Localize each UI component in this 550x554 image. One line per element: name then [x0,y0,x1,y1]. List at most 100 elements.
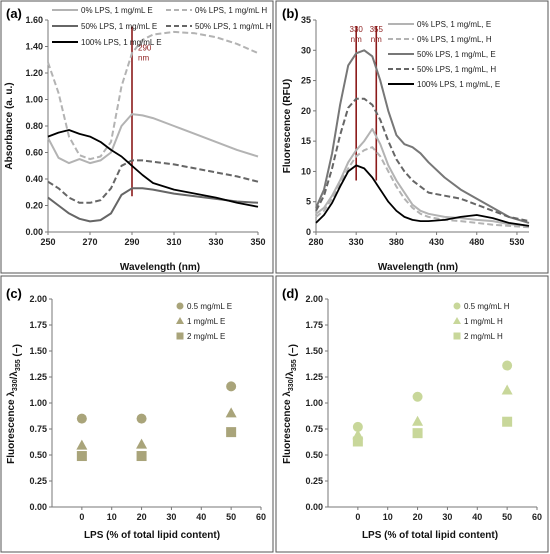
data-point-circle [136,413,147,424]
y-tick-label: 0.80 [25,121,43,131]
y-tick-label: 0.50 [29,450,47,460]
series-line [47,187,259,223]
y-tick-label: 0.75 [29,424,47,434]
y-tick-label: 0.20 [25,201,43,211]
y-tick-label: 0.60 [25,148,43,158]
x-tick-label: 480 [469,237,484,247]
panel-c: 0.00 0.25 0.50 0.75 1.00 1.25 1.50 1.75 2.00 0 10 2… [0,275,274,553]
y-tick-label: 1.50 [29,346,47,356]
y-tick-label: 1.75 [305,320,323,330]
annotation-label: nm [351,35,362,44]
label-part: Fluorescence λ [282,391,293,464]
data-point-triangle [225,407,237,418]
legend-entry: 0.5 mg/mL H [464,302,510,311]
data-point-triangle [136,438,148,449]
y-axis-label: Fluorescence λ330/λ355 (−) [282,344,299,464]
panel-frame [275,0,549,274]
subscript: 330 [288,379,295,391]
annotation-label: nm [138,53,149,62]
label-part: /λ [285,371,296,380]
x-tick-label: 20 [413,512,423,522]
y-tick-label: 1.50 [305,346,323,356]
y-tick-label: 2.00 [29,294,47,304]
panel-letter: (b) [282,6,299,21]
x-axis-label: LPS (% of total lipid content) [84,530,220,541]
annotation-label: 330 [350,25,364,34]
legend-entry: 0% LPS, 1 mg/mL, H [417,35,492,44]
legend-entry: 50% LPS, 1 mg/mL E [81,22,157,31]
legend-entry: 50% LPS, 1 mg/mL H [195,22,272,31]
legend-marker [176,302,184,310]
x-tick-label: 330 [349,237,364,247]
y-tick-label: 5 [306,197,311,207]
y-tick-label: 10 [301,166,311,176]
legend-marker [176,332,184,340]
legend-entry: 1 mg/mL E [187,317,225,326]
panel-d: 0.00 0.25 0.50 0.75 1.00 1.25 1.50 1.75 2.00 0 10 2… [275,275,549,553]
x-tick-label: 60 [532,512,542,522]
subscript: 355 [291,359,298,371]
annotation-label: nm [371,35,382,44]
x-tick-label: 0 [355,512,360,522]
y-tick-label: 1.00 [25,95,43,105]
subscript: 330 [12,379,19,391]
legend-entry: 0% LPS, 1 mg/mL, E [417,20,491,29]
data-point-circle [502,360,513,371]
legend-entry: 0% LPS, 1 mg/mL E [81,6,153,15]
data-point-square [226,427,237,438]
y-tick-label: 1.40 [25,42,43,52]
x-tick-label: 270 [82,237,97,247]
y-tick-label: 1.25 [305,372,323,382]
panel-frame [0,0,274,274]
x-tick-label: 40 [472,512,482,522]
y-tick-label: 0 [306,227,311,237]
y-tick-label: 1.00 [305,398,323,408]
x-tick-label: 280 [308,237,323,247]
x-tick-label: 30 [166,512,176,522]
panel-b: 0 5 10 15 20 25 30 35 280 330 380 430 480 530 (b) Wavel… [275,0,549,274]
series-line [47,30,259,161]
y-tick-label: 1.25 [29,372,47,382]
x-tick-label: 530 [509,237,524,247]
data-point-square [76,451,87,462]
y-tick-label: 1.20 [25,68,43,78]
y-tick-label: 0.00 [29,502,47,512]
data-point-circle [226,381,237,392]
y-tick-label: 0.00 [25,227,43,237]
data-point-circle [412,391,423,402]
y-tick-label: 1.00 [29,398,47,408]
series-line [315,49,530,224]
y-tick-label: 0.00 [305,502,323,512]
annotation-label: 355 [370,25,384,34]
x-tick-label: 350 [250,237,265,247]
y-tick-label: 30 [301,45,311,55]
legend-entry: 100% LPS, 1 mg/mL E [81,38,162,47]
legend-entry: 0% LPS, 1 mg/mL H [195,6,267,15]
y-tick-label: 15 [301,136,311,146]
y-axis-label: Fluorescence λ330/λ355 (−) [6,344,23,464]
legend-marker [453,302,461,310]
x-axis-label: Wavelength (nm) [120,262,200,273]
x-tick-label: 50 [502,512,512,522]
data-point-square [502,416,513,427]
x-tick-label: 20 [137,512,147,522]
label-part: (−) [12,344,23,359]
subscript: 355 [15,359,22,371]
annotation-label: 290 [138,43,152,52]
y-tick-label: 1.75 [29,320,47,330]
legend-entry: 50% LPS, 1 mg/mL, H [417,65,496,74]
legend-entry: 2 mg/mL H [464,332,503,341]
data-point-square [136,451,147,462]
data-point-square [412,428,423,439]
x-tick-label: 10 [107,512,117,522]
label-part: Fluorescence λ [6,391,17,464]
panel-letter: (c) [6,286,22,301]
legend-marker [176,317,184,324]
series-line [315,128,530,227]
data-point-triangle [76,439,88,450]
y-tick-label: 0.40 [25,174,43,184]
x-axis-label: LPS (% of total lipid content) [362,530,498,541]
x-tick-label: 40 [196,512,206,522]
y-tick-label: 25 [301,76,311,86]
